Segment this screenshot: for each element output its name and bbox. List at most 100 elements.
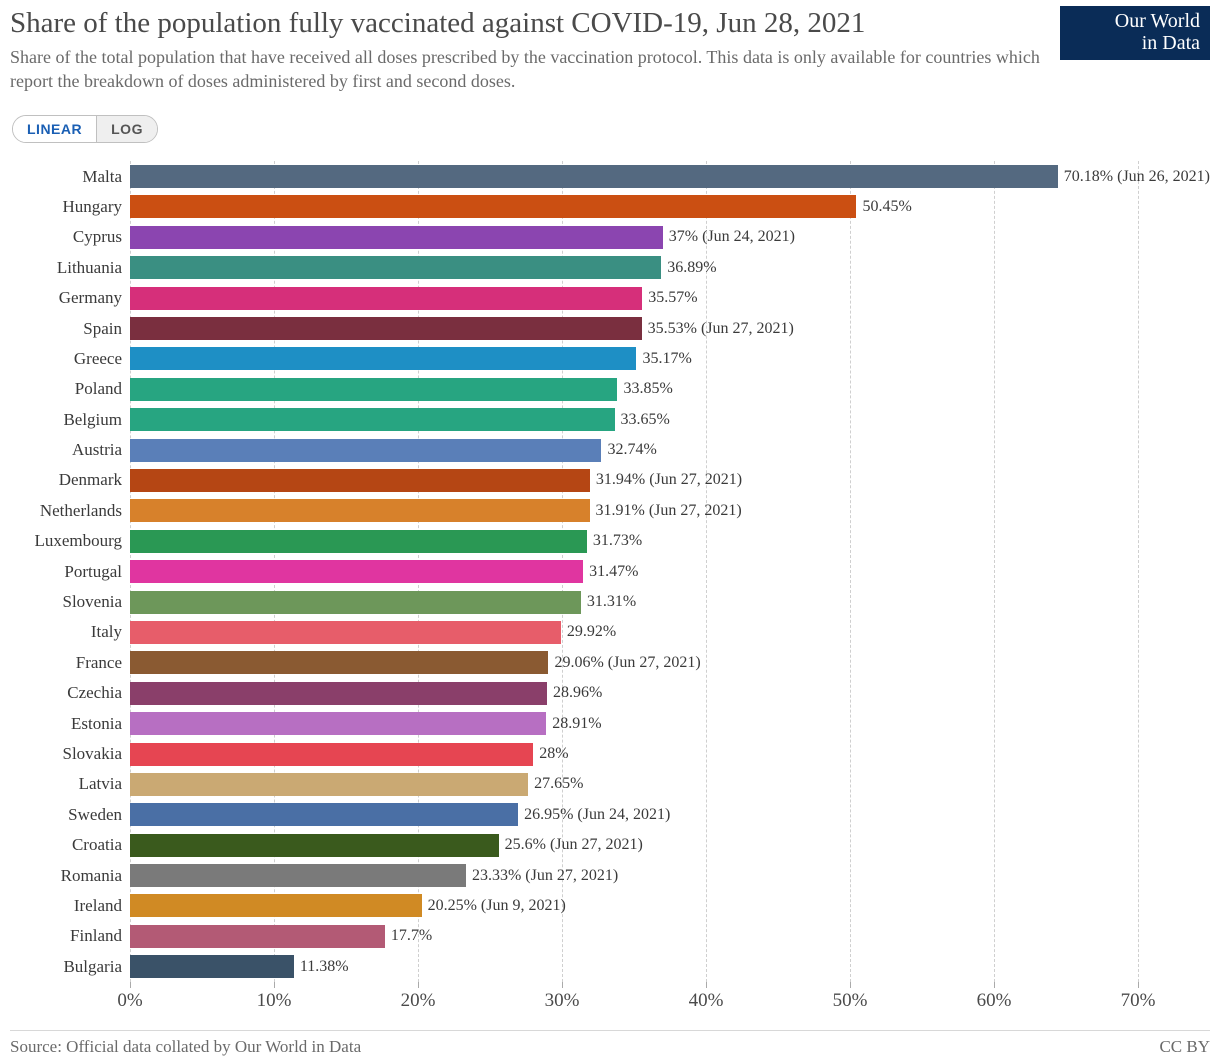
value-label: 31.47% <box>589 563 638 581</box>
value-label: 28.96% <box>553 684 602 702</box>
bar[interactable] <box>130 682 547 705</box>
bar[interactable] <box>130 651 548 674</box>
country-label[interactable]: Luxembourg <box>10 531 130 551</box>
value-label: 28% <box>539 745 568 763</box>
x-tick-mark <box>274 982 275 988</box>
value-label: 17.7% <box>391 927 432 945</box>
country-label[interactable]: Finland <box>10 926 130 946</box>
chart-subtitle: Share of the total population that have … <box>10 45 1040 94</box>
bar[interactable] <box>130 469 590 492</box>
bar[interactable] <box>130 256 661 279</box>
country-label[interactable]: Portugal <box>10 562 130 582</box>
country-label[interactable]: Cyprus <box>10 227 130 247</box>
country-label[interactable]: Malta <box>10 167 130 187</box>
value-label: 25.6% (Jun 27, 2021) <box>505 836 643 854</box>
bar[interactable] <box>130 499 590 522</box>
bar[interactable] <box>130 834 499 857</box>
country-label[interactable]: Austria <box>10 440 130 460</box>
bar[interactable] <box>130 560 583 583</box>
country-label[interactable]: Croatia <box>10 835 130 855</box>
x-tick-label: 20% <box>401 990 436 1012</box>
country-label[interactable]: Denmark <box>10 470 130 490</box>
bar[interactable] <box>130 530 587 553</box>
value-label: 29.06% (Jun 27, 2021) <box>554 654 700 672</box>
x-tick-mark <box>562 982 563 988</box>
bars-container: 70.18% (Jun 26, 2021)50.45%37% (Jun 24, … <box>130 161 1210 982</box>
country-label[interactable]: Slovenia <box>10 592 130 612</box>
bar[interactable] <box>130 408 615 431</box>
log-toggle-button[interactable]: LOG <box>96 116 157 142</box>
value-label: 35.57% <box>648 289 697 307</box>
bar[interactable] <box>130 803 518 826</box>
country-label[interactable]: Bulgaria <box>10 957 130 977</box>
linear-toggle-button[interactable]: LINEAR <box>13 116 96 142</box>
owid-logo[interactable]: Our World in Data <box>1060 6 1210 60</box>
country-label[interactable]: Belgium <box>10 410 130 430</box>
x-tick-label: 60% <box>977 990 1012 1012</box>
country-label[interactable]: Netherlands <box>10 501 130 521</box>
bar[interactable] <box>130 378 617 401</box>
value-label: 31.94% (Jun 27, 2021) <box>596 471 742 489</box>
bar[interactable] <box>130 591 581 614</box>
bar[interactable] <box>130 773 528 796</box>
value-label: 35.17% <box>642 350 691 368</box>
bar[interactable] <box>130 347 636 370</box>
bar[interactable] <box>130 226 663 249</box>
y-axis-labels: Malta Hungary Cyprus Lithuania Germany Spain G… <box>10 161 130 982</box>
value-label: 70.18% (Jun 26, 2021) <box>1064 168 1210 186</box>
country-label[interactable]: Poland <box>10 379 130 399</box>
x-tick-label: 40% <box>689 990 724 1012</box>
value-label: 35.53% (Jun 27, 2021) <box>648 320 794 338</box>
bar[interactable] <box>130 925 385 948</box>
country-label[interactable]: Hungary <box>10 197 130 217</box>
license-text[interactable]: CC BY <box>1159 1037 1210 1057</box>
value-label: 23.33% (Jun 27, 2021) <box>472 867 618 885</box>
bar[interactable] <box>130 743 533 766</box>
bar[interactable] <box>130 195 856 218</box>
country-label[interactable]: Greece <box>10 349 130 369</box>
chart: Malta Hungary Cyprus Lithuania Germany Spain G… <box>10 161 1210 1030</box>
value-label: 27.65% <box>534 775 583 793</box>
value-label: 33.65% <box>621 411 670 429</box>
x-axis: 0%10%20%30%40%50%60%70% <box>10 990 1210 1030</box>
x-tick-mark <box>130 982 131 988</box>
country-label[interactable]: Germany <box>10 288 130 308</box>
country-label[interactable]: Latvia <box>10 774 130 794</box>
value-label: 29.92% <box>567 623 616 641</box>
bar[interactable] <box>130 864 466 887</box>
country-label[interactable]: Estonia <box>10 714 130 734</box>
bar[interactable] <box>130 712 546 735</box>
header-text: Share of the population fully vaccinated… <box>10 6 1060 93</box>
brand-line1: Our World <box>1066 10 1200 32</box>
country-label[interactable]: France <box>10 653 130 673</box>
bar[interactable] <box>130 439 601 462</box>
country-label[interactable]: Italy <box>10 622 130 642</box>
country-label[interactable]: Sweden <box>10 805 130 825</box>
bar[interactable] <box>130 894 422 917</box>
plot-area: Malta Hungary Cyprus Lithuania Germany Spain G… <box>10 161 1210 982</box>
country-label[interactable]: Lithuania <box>10 258 130 278</box>
country-label[interactable]: Spain <box>10 319 130 339</box>
bar[interactable] <box>130 165 1058 188</box>
brand-line2: in Data <box>1066 32 1200 54</box>
x-tick-mark <box>1138 982 1139 988</box>
value-label: 31.31% <box>587 593 636 611</box>
value-label: 50.45% <box>862 198 911 216</box>
x-tick-label: 70% <box>1121 990 1156 1012</box>
country-label[interactable]: Czechia <box>10 683 130 703</box>
bar[interactable] <box>130 621 561 644</box>
bar[interactable] <box>130 317 642 340</box>
scale-toggle: LINEAR LOG <box>12 115 158 143</box>
x-tick-mark <box>706 982 707 988</box>
bar[interactable] <box>130 955 294 978</box>
value-label: 33.85% <box>623 380 672 398</box>
country-label[interactable]: Romania <box>10 866 130 886</box>
value-label: 28.91% <box>552 715 601 733</box>
source-text: Source: Official data collated by Our Wo… <box>10 1037 361 1057</box>
value-label: 32.74% <box>607 441 656 459</box>
country-label[interactable]: Ireland <box>10 896 130 916</box>
bar[interactable] <box>130 287 642 310</box>
x-tick-label: 30% <box>545 990 580 1012</box>
country-label[interactable]: Slovakia <box>10 744 130 764</box>
x-tick-label: 10% <box>257 990 292 1012</box>
